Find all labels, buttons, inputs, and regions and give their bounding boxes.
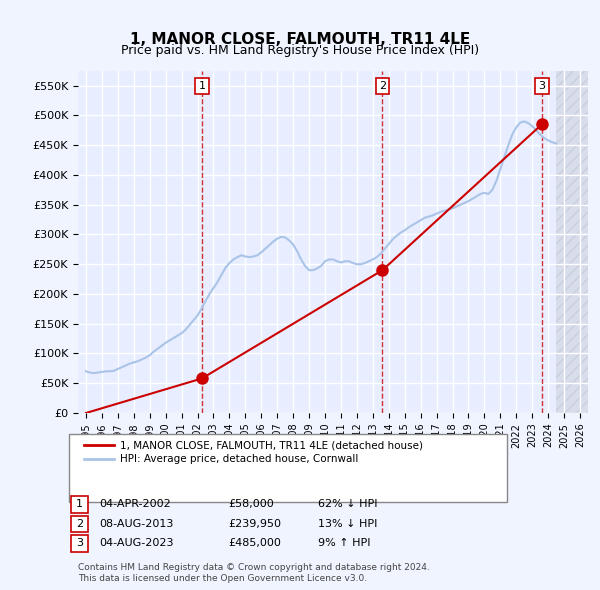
Text: 08-AUG-2013: 08-AUG-2013	[99, 519, 173, 529]
Text: Price paid vs. HM Land Registry's House Price Index (HPI): Price paid vs. HM Land Registry's House …	[121, 44, 479, 57]
Text: £239,950: £239,950	[228, 519, 281, 529]
Text: 1, MANOR CLOSE, FALMOUTH, TR11 4LE (detached house): 1, MANOR CLOSE, FALMOUTH, TR11 4LE (deta…	[120, 441, 423, 450]
Bar	[556, 71, 588, 413]
Text: 3: 3	[538, 81, 545, 91]
Text: 04-APR-2002: 04-APR-2002	[99, 500, 171, 509]
Text: 13% ↓ HPI: 13% ↓ HPI	[318, 519, 377, 529]
Text: 1: 1	[76, 500, 83, 509]
Text: £58,000: £58,000	[228, 500, 274, 509]
Text: Contains HM Land Registry data © Crown copyright and database right 2024.
This d: Contains HM Land Registry data © Crown c…	[78, 563, 430, 583]
Text: 9% ↑ HPI: 9% ↑ HPI	[318, 539, 371, 548]
Text: 04-AUG-2023: 04-AUG-2023	[99, 539, 173, 548]
Text: 2: 2	[76, 519, 83, 529]
Text: £485,000: £485,000	[228, 539, 281, 548]
Text: 3: 3	[76, 539, 83, 548]
Text: 1: 1	[199, 81, 205, 91]
Text: HPI: Average price, detached house, Cornwall: HPI: Average price, detached house, Corn…	[120, 454, 358, 464]
Text: 62% ↓ HPI: 62% ↓ HPI	[318, 500, 377, 509]
Text: 1, MANOR CLOSE, FALMOUTH, TR11 4LE: 1, MANOR CLOSE, FALMOUTH, TR11 4LE	[130, 32, 470, 47]
Text: 2: 2	[379, 81, 386, 91]
